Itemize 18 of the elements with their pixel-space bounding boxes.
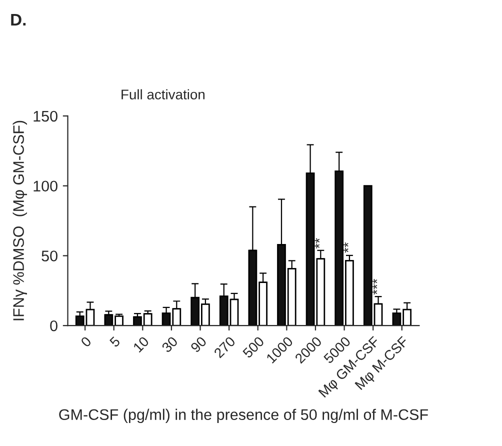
text: D. bbox=[11, 14, 26, 26]
x-tick-label: 90 bbox=[190, 336, 208, 353]
x-tick-label: 0 bbox=[80, 336, 92, 348]
x-tick-label: 5 bbox=[109, 336, 121, 348]
x-tick-label: 270 bbox=[213, 336, 236, 358]
y-axis-title: IFNγ %DMSO (Mφ GM-CSF) bbox=[12, 120, 28, 320]
y-tick-label: 150 bbox=[34, 110, 58, 122]
x-tick-label: 10 bbox=[132, 336, 150, 353]
x-tick-label: 30 bbox=[161, 336, 178, 354]
y-tick-label: 100 bbox=[34, 180, 58, 192]
y-tick-label: 50 bbox=[42, 250, 58, 262]
annotation: ** bbox=[314, 238, 320, 248]
annotation: *** bbox=[372, 278, 378, 295]
x-axis-title: GM-CSF (pg/ml) in the presence of 50 ng/ml of M-CSF bbox=[59, 408, 428, 424]
x-tick-label: 500 bbox=[242, 336, 265, 359]
y-tick-label: 0 bbox=[50, 320, 58, 332]
annotation: ** bbox=[344, 242, 348, 253]
chart-title: Full activation bbox=[122, 89, 204, 100]
